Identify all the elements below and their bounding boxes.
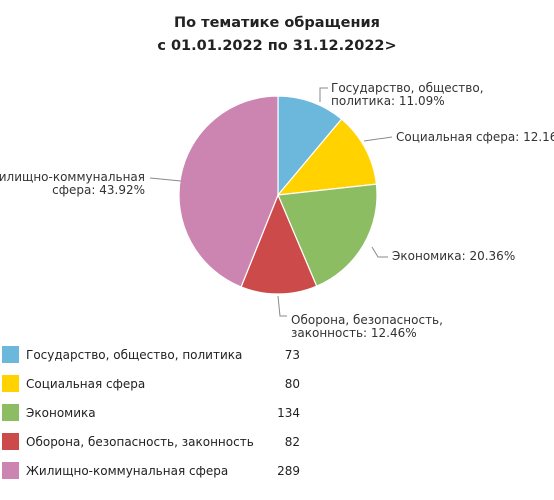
legend-label: Социальная сфера	[26, 377, 146, 391]
legend-item[interactable]: Экономика 134	[0, 398, 320, 427]
legend-label: Государство, общество, политика	[26, 348, 243, 362]
legend-item[interactable]: Оборона, безопасность, законность 82	[0, 427, 320, 456]
leader-line	[319, 87, 328, 102]
legend-value: 289	[277, 464, 300, 478]
legend: Государство, общество, политика 73 Социаль…	[0, 340, 320, 485]
leader-line	[149, 177, 182, 182]
leader-line	[363, 136, 393, 142]
legend-swatch	[2, 346, 19, 363]
legend-item[interactable]: Социальная сфера 80	[0, 369, 320, 398]
slice-label-оборона-безопасность-законность: Оборона, безопасность, законность: 12.46%	[291, 313, 443, 340]
legend-label: Жилищно-коммунальная сфера	[26, 464, 229, 478]
legend-label: Оборона, безопасность, законность	[26, 435, 254, 449]
slice-label-экономика: Экономика: 20.36%	[392, 249, 515, 263]
pie-slice-государство-общество-политика[interactable]	[277, 95, 343, 197]
pie-slice-оборона-безопасность-законность[interactable]	[240, 193, 318, 295]
leader-line	[371, 246, 388, 258]
legend-swatch	[2, 404, 19, 421]
pie-slice-социальная-сфера[interactable]	[276, 118, 378, 196]
legend-swatch	[2, 375, 19, 392]
legend-label: Экономика	[26, 406, 96, 420]
chart-title: По тематике обращения	[174, 15, 380, 31]
chart-subtitle: с 01.01.2022 по 31.12.2022>	[157, 38, 396, 54]
slice-label-социальная-сфера: Социальная сфера: 12.16%	[396, 130, 554, 144]
pie-slice-экономика[interactable]	[277, 183, 378, 287]
legend-item[interactable]: Жилищно-коммунальная сфера 289	[0, 456, 320, 485]
legend-value: 73	[284, 348, 300, 362]
leader-line	[277, 295, 287, 317]
legend-item[interactable]: Государство, общество, политика 73	[0, 340, 320, 369]
legend-swatch	[2, 462, 19, 479]
slice-label-государство-общество-политика: Государство, общество, политика: 11.09%	[331, 81, 484, 108]
pie-slice-жилищно-коммунальная-сфера[interactable]	[178, 95, 279, 288]
legend-swatch	[2, 433, 19, 450]
pie-chart: По тематике обращения с 01.01.2022 по 31…	[0, 15, 554, 340]
legend-value: 134	[277, 406, 300, 420]
legend-value: 80	[284, 377, 300, 391]
slice-label-жилищно-коммунальная-сфера: Жилищно-коммунальная сфера: 43.92%	[0, 170, 145, 197]
legend-value: 82	[284, 435, 300, 449]
